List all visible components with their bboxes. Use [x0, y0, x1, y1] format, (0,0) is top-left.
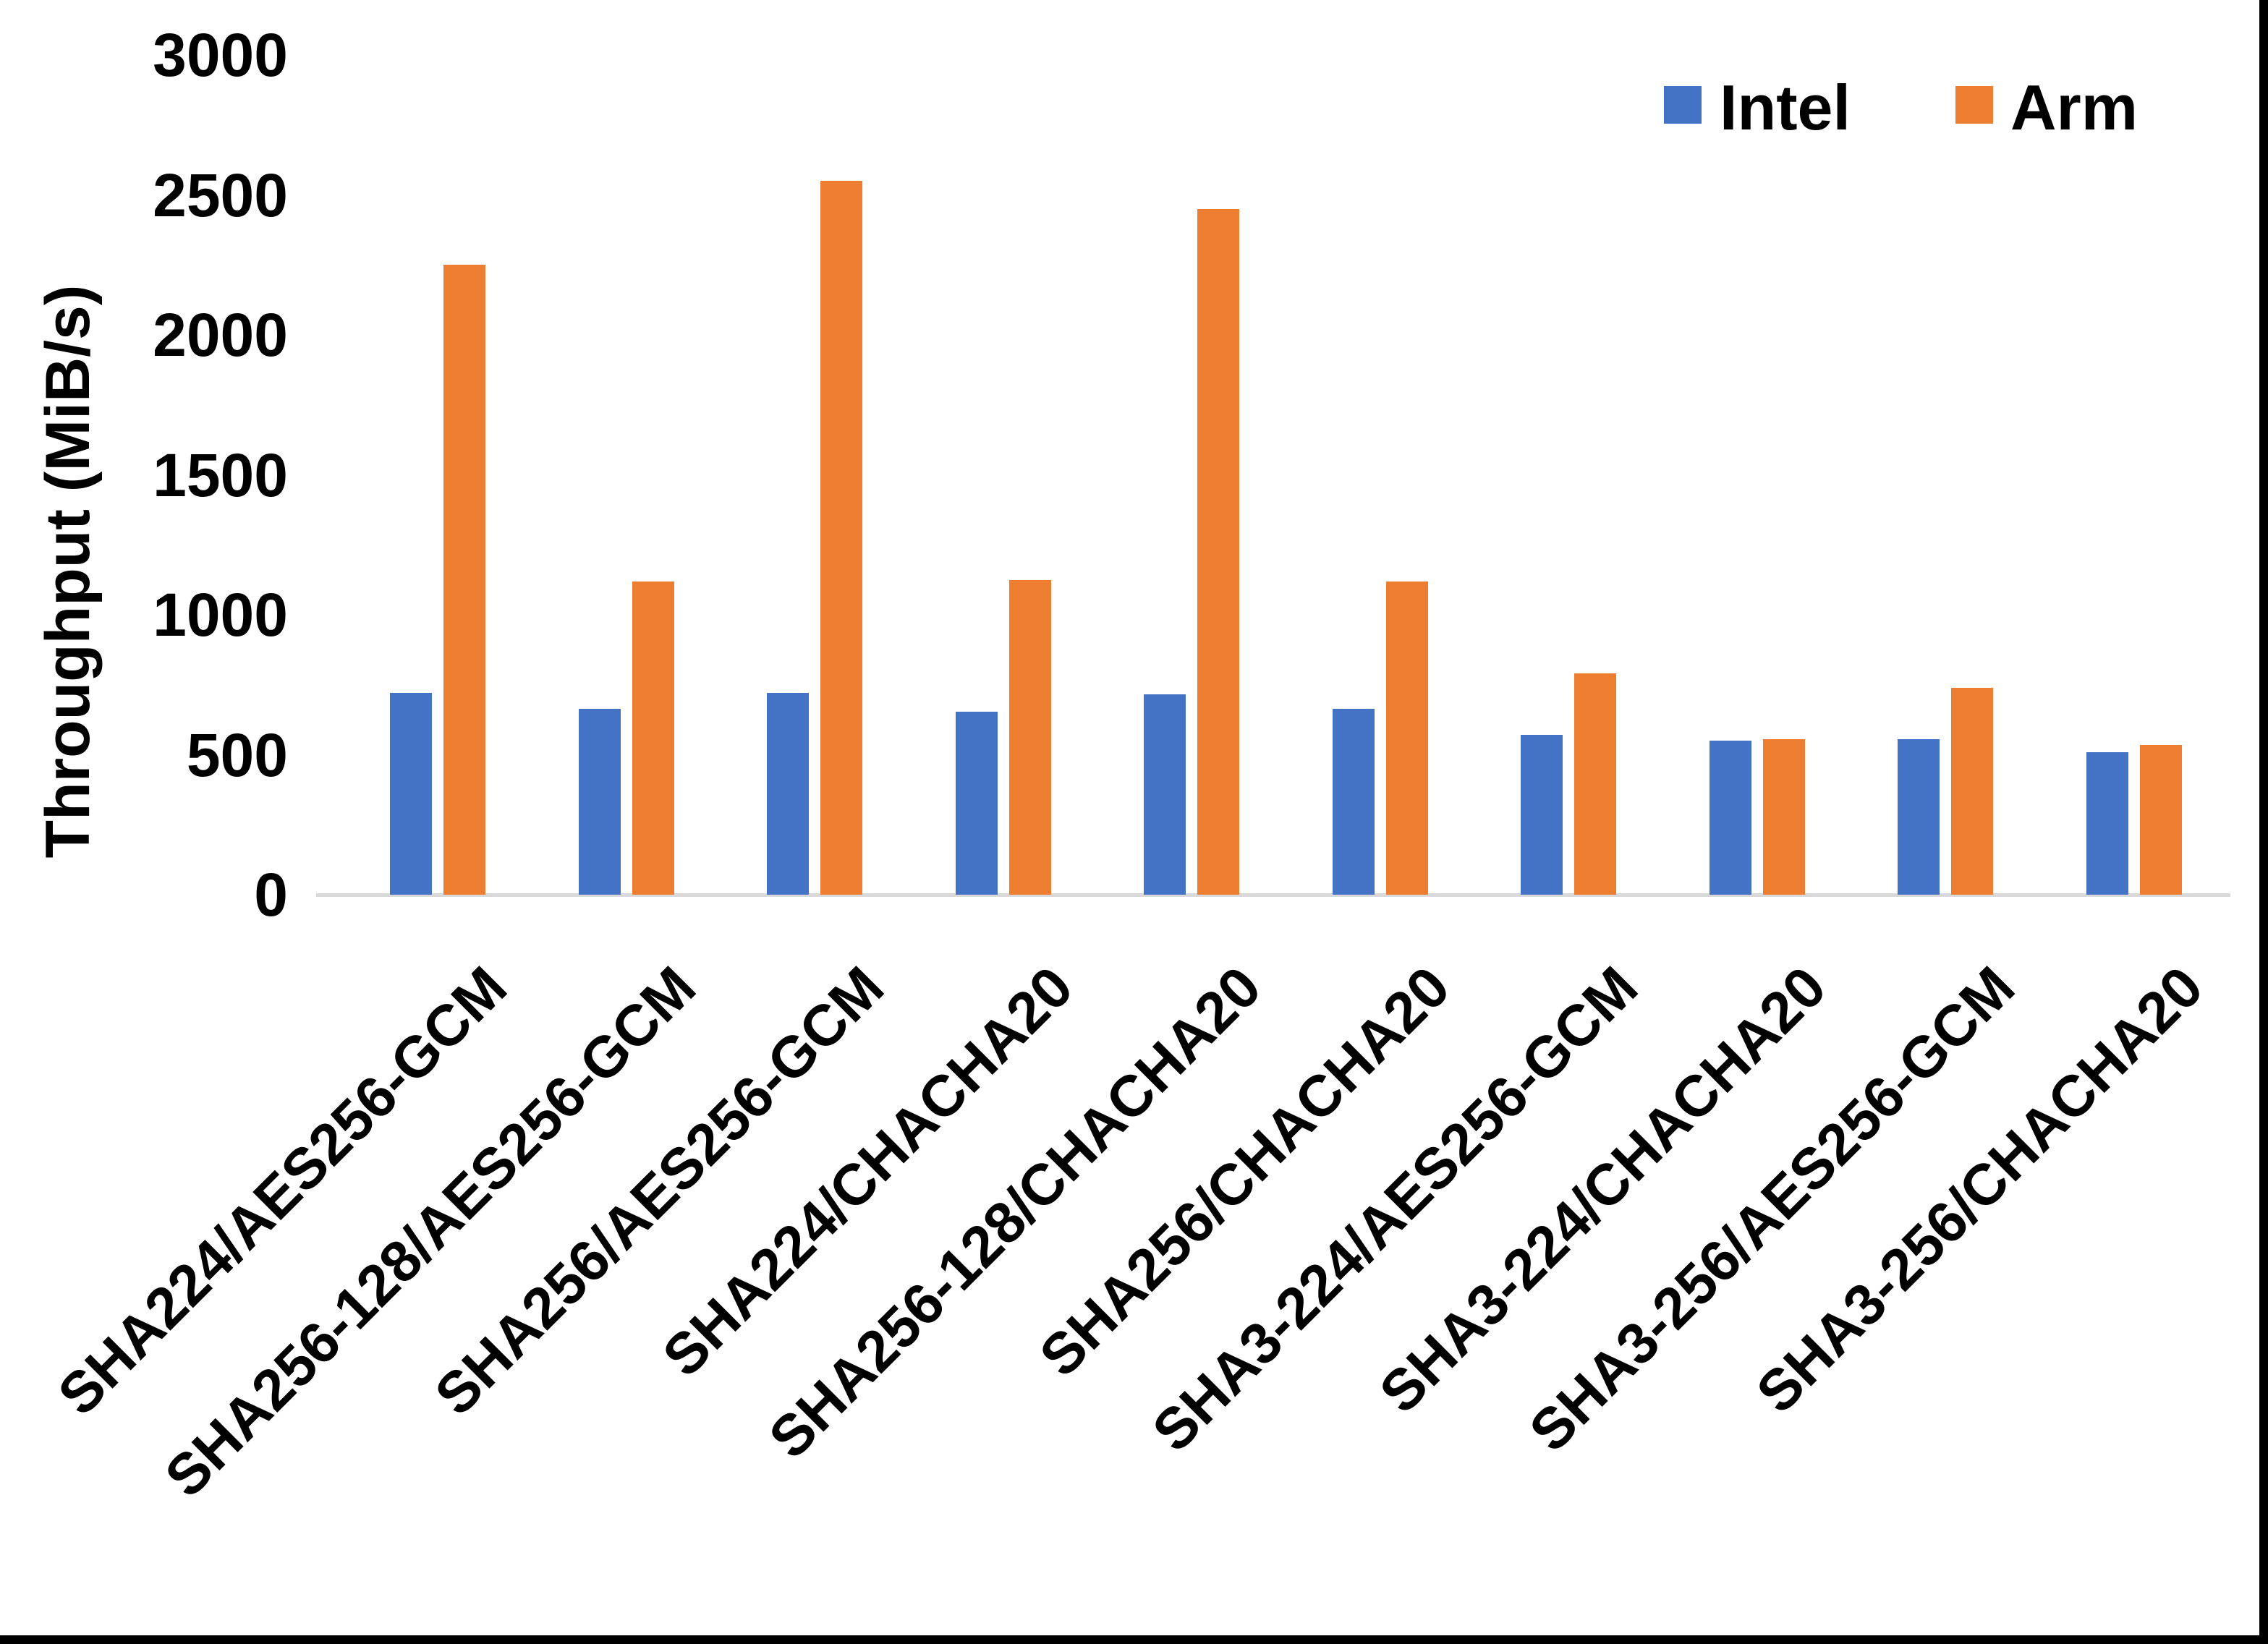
- y-tick-label: 500: [186, 720, 288, 789]
- y-tick-label: 0: [254, 861, 288, 929]
- bar-intel: [767, 693, 809, 895]
- bar-intel: [1710, 741, 1751, 895]
- bar-arm: [443, 265, 485, 895]
- page-edge-right: [2259, 0, 2268, 1644]
- bar-arm: [632, 582, 674, 895]
- bar-intel: [1898, 739, 1940, 895]
- legend-label-intel: Intel: [1720, 72, 1851, 143]
- bar-arm: [820, 181, 862, 895]
- bar-arm: [1574, 673, 1616, 895]
- bar-intel: [1521, 735, 1563, 895]
- bar-intel: [1144, 694, 1186, 895]
- bar-intel: [1333, 709, 1375, 895]
- legend-swatch-arm: [1955, 86, 1993, 124]
- legend-swatch-intel: [1664, 86, 1702, 124]
- y-tick-label: 3000: [153, 21, 288, 89]
- bar-arm: [1951, 688, 1993, 895]
- bar-arm: [1197, 209, 1239, 895]
- bar-intel: [390, 693, 432, 895]
- y-tick-label: 2500: [153, 161, 288, 229]
- bar-intel: [956, 712, 998, 895]
- page-edge-bottom: [0, 1635, 2268, 1644]
- bar-intel: [2086, 752, 2128, 895]
- bar-arm: [1009, 580, 1051, 895]
- bar-arm: [2140, 745, 2182, 895]
- y-tick-label: 1500: [153, 440, 288, 509]
- x-axis-line: [316, 893, 2230, 897]
- legend-label-arm: Arm: [2010, 72, 2139, 143]
- bar-arm: [1386, 582, 1428, 895]
- bar-intel: [579, 709, 621, 895]
- y-tick-label: 1000: [153, 581, 288, 649]
- y-tick-label: 2000: [153, 301, 288, 369]
- bar-arm: [1763, 739, 1805, 895]
